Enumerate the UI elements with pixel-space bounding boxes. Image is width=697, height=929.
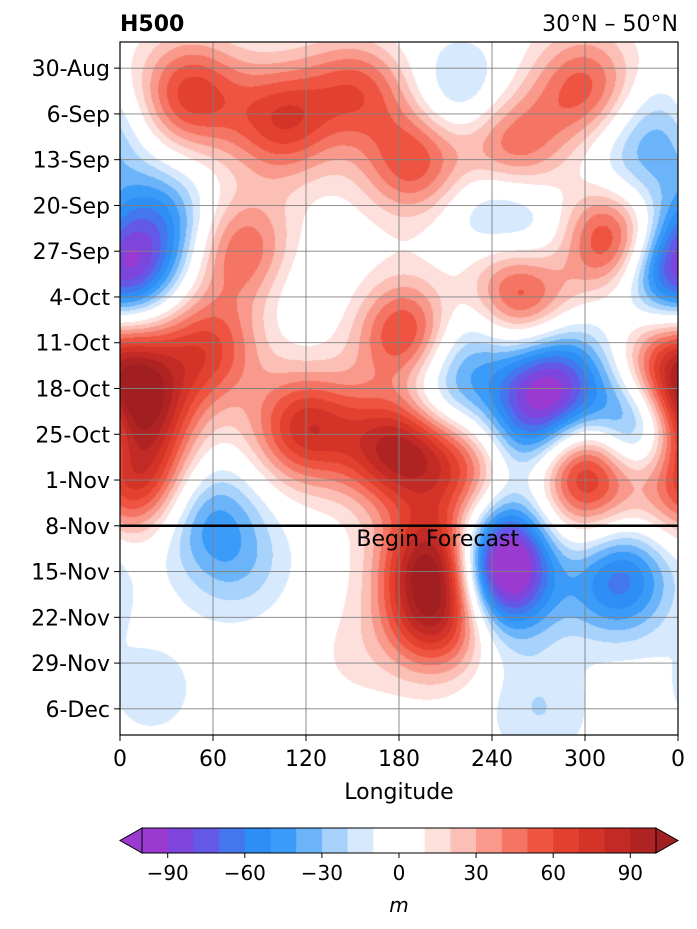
- x-axis-label: Longitude: [344, 780, 453, 805]
- colorbar-under-arrow: [118, 827, 143, 854]
- colorbar-swatch: [501, 828, 528, 853]
- y-tick-label: 15-Nov: [31, 561, 110, 586]
- x-tick-label: 0: [113, 747, 127, 772]
- colorbar: −90 −60 −30 0 30 60 90: [118, 827, 680, 885]
- colorbar-tick-label: 0: [393, 861, 406, 885]
- y-tick-label: 29-Nov: [31, 652, 110, 677]
- colorbar-swatch: [476, 828, 503, 853]
- colorbar-swatch: [630, 828, 657, 853]
- colorbar-swatch: [321, 828, 349, 853]
- colorbar-swatch: [244, 828, 271, 853]
- y-tick-label: 18-Oct: [35, 378, 110, 403]
- x-tick-label: 300: [564, 747, 606, 772]
- x-tick-label: 180: [378, 747, 420, 772]
- y-tick-label: 1-Nov: [45, 469, 110, 494]
- y-tick-label: 25-Oct: [35, 423, 110, 448]
- colorbar-tick-label: −60: [224, 861, 266, 885]
- x-axis: 0 60 120 180 240 300 0: [113, 735, 685, 772]
- x-tick-label: 60: [199, 747, 227, 772]
- y-tick-label: 6-Dec: [45, 698, 110, 723]
- forecast-label: Begin Forecast: [356, 527, 519, 552]
- colorbar-label: m: [389, 893, 408, 917]
- colorbar-swatch: [270, 828, 297, 853]
- y-tick-label: 13-Sep: [33, 149, 110, 174]
- colorbar-swatch: [373, 828, 426, 853]
- y-tick-label: 22-Nov: [31, 606, 110, 631]
- y-tick-label: 20-Sep: [33, 194, 110, 219]
- colorbar-swatch: [527, 828, 554, 853]
- chart-subtitle: 30°N – 50°N: [542, 12, 678, 37]
- x-tick-label: 240: [471, 747, 513, 772]
- x-tick-label: 0: [671, 747, 685, 772]
- colorbar-swatch: [604, 828, 631, 853]
- plot-area: [120, 42, 678, 735]
- colorbar-tick-label: 90: [618, 861, 643, 885]
- y-tick-label: 6-Sep: [47, 103, 110, 128]
- y-tick-label: 4-Oct: [49, 286, 110, 311]
- colorbar-tick-label: 60: [540, 861, 565, 885]
- colorbar-tick-label: −30: [301, 861, 343, 885]
- colorbar-swatch: [553, 828, 580, 853]
- chart-title: H500: [120, 12, 184, 37]
- colorbar-swatch: [450, 828, 477, 853]
- y-tick-label: 27-Sep: [33, 240, 110, 265]
- colorbar-swatch: [424, 828, 451, 853]
- colorbar-swatch: [193, 828, 220, 853]
- colorbar-tick-label: 30: [463, 861, 488, 885]
- y-tick-label: 8-Nov: [45, 515, 110, 540]
- colorbar-swatch: [142, 828, 169, 853]
- colorbar-swatch: [167, 828, 194, 853]
- colorbar-swatch: [578, 828, 606, 853]
- colorbar-swatch: [296, 828, 323, 853]
- y-tick-label: 11-Oct: [35, 332, 110, 357]
- colorbar-swatch: [219, 828, 246, 853]
- colorbar-swatch: [347, 828, 374, 853]
- colorbar-tick-label: −90: [147, 861, 189, 885]
- x-tick-label: 120: [285, 747, 327, 772]
- y-axis: 30-Aug 6-Sep 13-Sep 20-Sep 27-Sep 4-Oct 11-Oct…: [31, 57, 120, 723]
- colorbar-over-arrow: [655, 827, 680, 854]
- y-tick-label: 30-Aug: [32, 57, 110, 82]
